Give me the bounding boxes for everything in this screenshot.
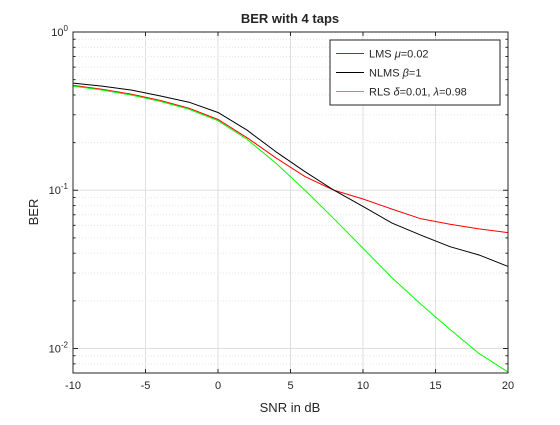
x-tick-label: -5 [141,380,151,392]
y-tick-label: 10-2 [49,340,69,355]
series-layer [72,82,509,373]
x-tick-label: -10 [65,380,81,392]
legend: LMS μ=0.02 NLMS β=1 RLS δ=0.01, λ=0.98 [329,39,501,106]
y-tick-label: 100 [51,24,68,39]
legend-label-1: LMS μ=0.02 [369,49,429,61]
legend-label-3: RLS δ=0.01, λ=0.98 [369,87,467,99]
series-line-2 [72,82,509,267]
y-axis-label: BER [26,199,41,226]
x-tick-label: 10 [357,380,369,392]
x-axis-label: SNR in dB [260,400,321,415]
series-line-3 [72,85,509,373]
x-tick-label: 5 [287,380,293,392]
x-tick-label: 15 [429,380,441,392]
series-line-1 [72,84,509,234]
axis-ticks: -10 -5 0 5 10 15 20 10-2 10-1 100 [49,24,515,392]
legend-label-2: NLMS β=1 [369,68,421,80]
chart-title: BER with 4 taps [241,11,339,26]
x-tick-label: 0 [215,380,221,392]
x-tick-label: 20 [502,380,514,392]
y-tick-label: 10-1 [49,182,69,197]
